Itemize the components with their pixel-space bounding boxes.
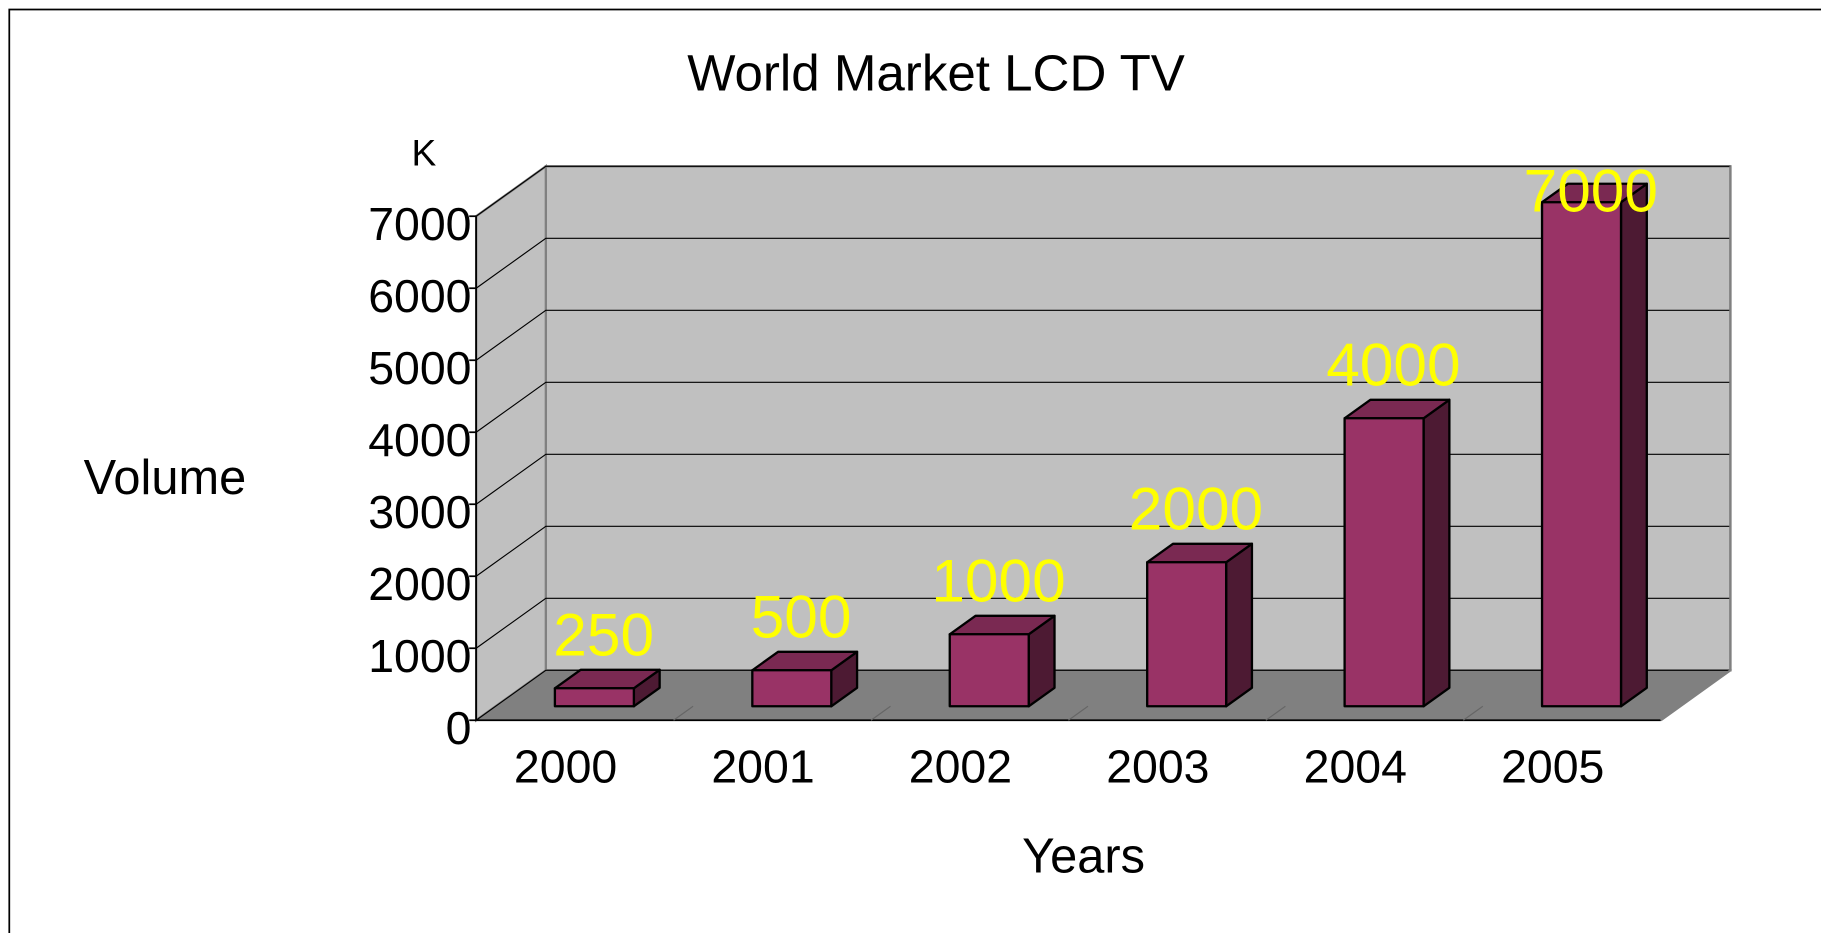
side-wall (474, 164, 547, 723)
x-tick-label: 2003 (1106, 740, 1209, 792)
y-tick-label: 0 (446, 702, 472, 754)
y-axis-label: Volume (84, 451, 247, 505)
value-label: 250 (553, 600, 654, 668)
grid-line (475, 309, 1731, 361)
bar-front (1146, 561, 1228, 708)
value-label: 2000 (1129, 474, 1263, 542)
x-tick (1265, 705, 1286, 721)
value-label: 1000 (931, 546, 1065, 614)
bar-front (1540, 201, 1623, 708)
value-label: 4000 (1326, 330, 1460, 398)
grid-line (475, 525, 1731, 577)
y-tick-label: 3000 (368, 486, 471, 538)
bar (1146, 542, 1254, 708)
x-tick (870, 705, 891, 721)
value-label: 500 (751, 582, 852, 650)
bar-front (948, 633, 1030, 708)
x-tick-label: 2005 (1501, 740, 1604, 792)
x-axis-label: Years (1022, 830, 1145, 884)
y-tick-label: 5000 (368, 342, 471, 394)
bar-front (751, 669, 833, 708)
x-tick-label: 2001 (711, 740, 814, 792)
grid-line (475, 165, 1731, 217)
bar-front (553, 687, 636, 708)
bar (1540, 182, 1648, 708)
chart-title: World Market LCD TV (687, 44, 1185, 101)
bar-side (1619, 182, 1648, 708)
grid-line (475, 669, 1731, 721)
x-tick (673, 705, 694, 721)
bar-side (1422, 398, 1451, 708)
bar (553, 668, 661, 708)
grid-line (475, 453, 1731, 505)
bar (751, 650, 859, 708)
x-tick (1068, 705, 1089, 721)
value-label: 7000 (1524, 156, 1658, 224)
x-tick (1462, 705, 1484, 721)
unit-label: K (411, 132, 436, 174)
bar (948, 614, 1056, 708)
y-tick-label: 2000 (368, 558, 471, 610)
grid-line (475, 597, 1731, 649)
grid-line (475, 237, 1731, 289)
x-tick-label: 2000 (514, 740, 617, 792)
bar (1343, 398, 1451, 708)
bar-side (1224, 542, 1254, 708)
x-tick-label: 2002 (909, 740, 1012, 792)
y-tick-label: 1000 (368, 630, 471, 682)
bar-front (1343, 417, 1425, 708)
y-tick-label: 7000 (368, 198, 471, 250)
y-tick-label: 6000 (368, 270, 471, 322)
floor-edge (1660, 166, 1732, 722)
grid-line (475, 381, 1731, 433)
y-tick-label: 4000 (368, 414, 471, 466)
x-tick-label: 2004 (1304, 740, 1407, 792)
